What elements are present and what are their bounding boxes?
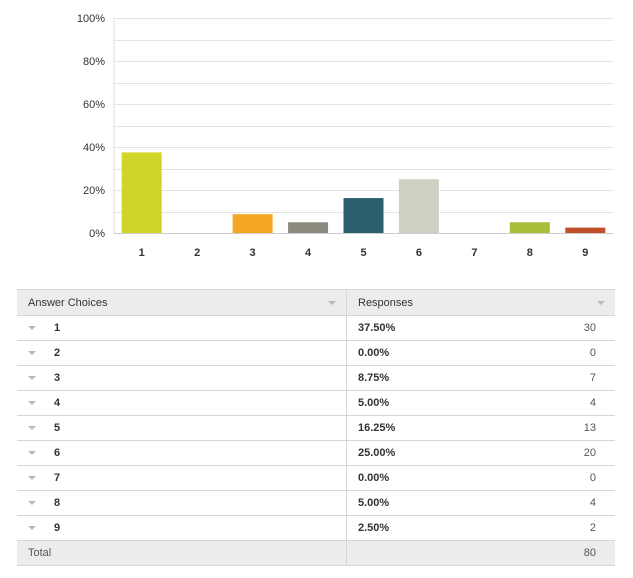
y-tick-label: 80% bbox=[83, 56, 105, 68]
total-count: 80 bbox=[583, 547, 596, 559]
expand-arrow-icon[interactable] bbox=[28, 426, 36, 431]
table-row: 3 8.75% 7 bbox=[17, 365, 615, 391]
responses-header-label: Responses bbox=[358, 296, 414, 309]
response-count: 0 bbox=[589, 347, 596, 359]
x-axis-labels: 1 2 3 4 5 6 7 8 9 bbox=[139, 247, 589, 259]
table-row: 4 5.00% 4 bbox=[17, 390, 615, 416]
table-body: 1 37.50% 30 2 0.00% 0 3 8.75% 7 4 5.00% 4 5 … bbox=[17, 315, 615, 566]
choice-label: 1 bbox=[54, 322, 61, 335]
y-tick-label: 60% bbox=[83, 99, 105, 111]
choice-label: 3 bbox=[54, 372, 61, 385]
y-tick-label: 100% bbox=[77, 13, 105, 25]
response-percent: 2.50% bbox=[358, 522, 390, 534]
choice-label: 7 bbox=[54, 472, 61, 485]
total-row: Total 80 bbox=[17, 540, 615, 566]
response-percent: 16.25% bbox=[358, 422, 396, 434]
plot-area bbox=[114, 18, 613, 233]
table-header-row: Answer Choices Responses bbox=[17, 289, 615, 316]
response-count: 2 bbox=[589, 522, 596, 534]
bar[interactable] bbox=[288, 222, 329, 233]
table-row: 5 16.25% 13 bbox=[17, 415, 615, 441]
response-count: 30 bbox=[583, 322, 596, 334]
response-count: 20 bbox=[583, 447, 596, 459]
y-tick-label: 40% bbox=[83, 142, 105, 154]
choice-label: 6 bbox=[54, 447, 61, 460]
x-tick-label: 4 bbox=[305, 247, 312, 259]
table-row: 6 25.00% 20 bbox=[17, 440, 615, 466]
expand-arrow-icon[interactable] bbox=[28, 401, 36, 406]
y-axis-ticks: 0% 20% 40% 60% 80% 100% bbox=[77, 13, 105, 240]
answer-choices-header-label: Answer Choices bbox=[28, 296, 108, 309]
bar[interactable] bbox=[121, 152, 162, 233]
bar[interactable] bbox=[509, 222, 550, 233]
responses-header[interactable]: Responses bbox=[346, 289, 615, 316]
choice-label: 8 bbox=[54, 497, 61, 510]
choice-label: 2 bbox=[54, 347, 61, 360]
expand-arrow-icon[interactable] bbox=[28, 526, 36, 531]
bar[interactable] bbox=[398, 179, 439, 233]
x-tick-label: 8 bbox=[527, 247, 533, 259]
expand-arrow-icon[interactable] bbox=[28, 376, 36, 381]
response-count: 4 bbox=[589, 397, 596, 409]
choice-label: 4 bbox=[54, 397, 61, 410]
x-tick-label: 6 bbox=[416, 247, 422, 259]
response-percent: 25.00% bbox=[358, 447, 396, 459]
table-row: 1 37.50% 30 bbox=[17, 315, 615, 341]
y-tick-label: 0% bbox=[89, 228, 105, 240]
y-tick-label: 20% bbox=[83, 185, 105, 197]
response-count: 0 bbox=[589, 472, 596, 484]
response-percent: 0.00% bbox=[358, 347, 390, 359]
response-bar-chart: 0% 20% 40% 60% 80% 100% 1 2 3 4 5 6 7 8 9 bbox=[77, 13, 613, 259]
total-label: Total bbox=[28, 547, 52, 559]
chart-grid bbox=[113, 18, 613, 234]
sort-arrow-icon[interactable] bbox=[597, 300, 605, 305]
table-row: 7 0.00% 0 bbox=[17, 465, 615, 491]
expand-arrow-icon[interactable] bbox=[28, 451, 36, 456]
x-tick-label: 1 bbox=[139, 247, 145, 259]
table-row: 8 5.00% 4 bbox=[17, 490, 615, 516]
sort-arrow-icon[interactable] bbox=[328, 300, 336, 305]
bar[interactable] bbox=[343, 198, 384, 233]
response-count: 4 bbox=[589, 497, 596, 509]
expand-arrow-icon[interactable] bbox=[28, 476, 36, 481]
answer-choices-table: Answer Choices Responses 1 37.50% 30 2 0.… bbox=[17, 289, 615, 566]
chart-bars bbox=[121, 152, 606, 233]
response-percent: 5.00% bbox=[358, 497, 390, 509]
answer-choices-header[interactable]: Answer Choices bbox=[17, 289, 347, 316]
choice-label: 5 bbox=[54, 422, 61, 435]
table-row: 9 2.50% 2 bbox=[17, 515, 615, 541]
expand-arrow-icon[interactable] bbox=[28, 351, 36, 356]
response-percent: 5.00% bbox=[358, 397, 390, 409]
x-tick-label: 2 bbox=[194, 247, 200, 259]
response-percent: 0.00% bbox=[358, 472, 390, 484]
response-count: 7 bbox=[589, 372, 596, 384]
expand-arrow-icon[interactable] bbox=[28, 326, 36, 331]
choice-label: 9 bbox=[54, 522, 61, 535]
response-percent: 8.75% bbox=[358, 372, 390, 384]
response-count: 13 bbox=[583, 422, 596, 434]
x-tick-label: 7 bbox=[471, 247, 477, 259]
x-tick-label: 9 bbox=[582, 247, 588, 259]
response-percent: 37.50% bbox=[358, 322, 396, 334]
x-tick-label: 3 bbox=[250, 247, 256, 259]
x-tick-label: 5 bbox=[360, 247, 366, 259]
expand-arrow-icon[interactable] bbox=[28, 501, 36, 506]
bar[interactable] bbox=[565, 227, 606, 233]
bar[interactable] bbox=[232, 214, 273, 233]
table-row: 2 0.00% 0 bbox=[17, 340, 615, 366]
